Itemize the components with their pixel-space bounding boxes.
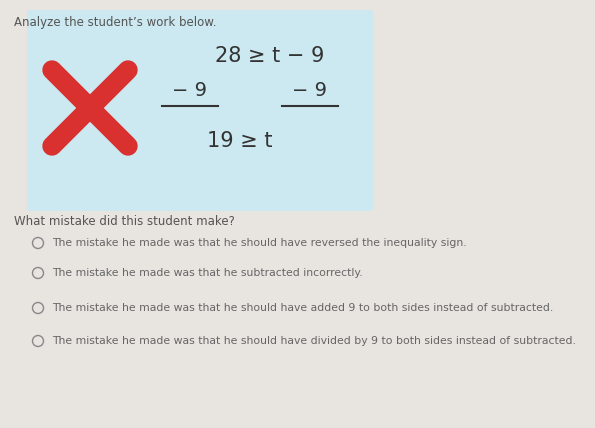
Text: − 9: − 9	[173, 80, 208, 99]
Text: − 9: − 9	[293, 80, 327, 99]
Text: The mistake he made was that he should have divided by 9 to both sides instead o: The mistake he made was that he should h…	[52, 336, 576, 346]
Text: What mistake did this student make?: What mistake did this student make?	[14, 215, 235, 228]
Text: The mistake he made was that he subtracted incorrectly.: The mistake he made was that he subtract…	[52, 268, 362, 278]
Text: Analyze the student’s work below.: Analyze the student’s work below.	[14, 16, 217, 29]
Text: 28 ≥ t − 9: 28 ≥ t − 9	[215, 46, 325, 66]
Text: The mistake he made was that he should have reversed the inequality sign.: The mistake he made was that he should h…	[52, 238, 466, 248]
Text: The mistake he made was that he should have added 9 to both sides instead of sub: The mistake he made was that he should h…	[52, 303, 553, 313]
Text: 19 ≥ t: 19 ≥ t	[207, 131, 273, 151]
FancyBboxPatch shape	[27, 10, 373, 211]
